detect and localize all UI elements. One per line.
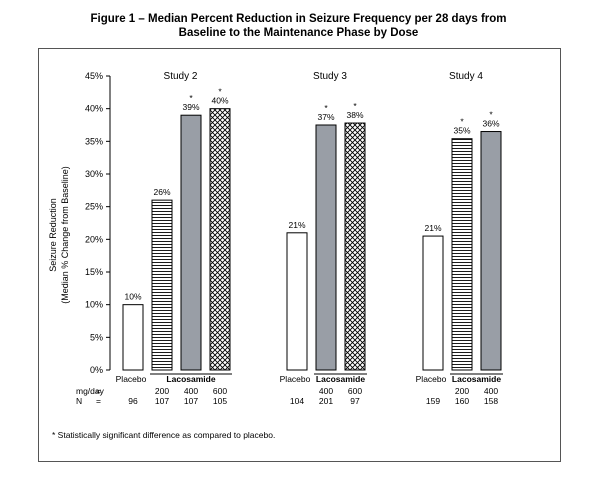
- figure-title-line2: Baseline to the Maintenance Phase by Dos…: [178, 27, 419, 39]
- significance-star: *: [353, 101, 357, 111]
- y-tick-label: 10%: [85, 300, 103, 310]
- n-value: 105: [213, 396, 227, 406]
- lacosamide-label: Lacosamide: [166, 374, 215, 384]
- bar-value-label: 21%: [424, 223, 441, 233]
- dose-value: 400: [319, 386, 333, 396]
- placebo-label: Placebo: [116, 374, 147, 384]
- dose-value: 600: [348, 386, 362, 396]
- bar-value-label: 39%: [182, 102, 199, 112]
- lacosamide-label: Lacosamide: [316, 374, 365, 384]
- n-row-label: N: [76, 396, 82, 406]
- y-tick-label: 20%: [85, 234, 103, 244]
- bar-value-label: 26%: [153, 187, 170, 197]
- figure-title: Figure 1 – Median Percent Reduction in S…: [0, 12, 597, 40]
- y-axis-label-line1: Seizure Reduction: [48, 198, 58, 272]
- bar-value-label: 38%: [346, 110, 363, 120]
- bar-placebo: [286, 232, 308, 371]
- n-row-equals: =: [96, 396, 101, 406]
- footnote: * Statistically significant difference a…: [52, 430, 275, 440]
- dose-value: 200: [155, 386, 169, 396]
- bar-placebo: [122, 304, 144, 371]
- study-label: Study 4: [449, 71, 483, 82]
- study-label: Study 3: [313, 71, 347, 82]
- y-tick-label: 45%: [85, 71, 103, 81]
- bar-lacosamide-400: [180, 114, 202, 371]
- n-value: 97: [350, 396, 360, 406]
- bar-value-label: 21%: [288, 220, 305, 230]
- significance-star: *: [189, 93, 193, 103]
- n-value: 96: [128, 396, 138, 406]
- bar-value-label: 36%: [482, 119, 499, 129]
- figure-title-line1: Figure 1 – Median Percent Reduction in S…: [90, 13, 507, 25]
- dose-value: 400: [184, 386, 198, 396]
- significance-star: *: [460, 117, 464, 127]
- dose-row-equals: =: [96, 386, 101, 396]
- bar-lacosamide-200: [451, 138, 473, 371]
- bar-value-label: 37%: [317, 112, 334, 122]
- bar-value-label: 40%: [211, 96, 228, 106]
- bar-placebo: [422, 235, 444, 371]
- y-tick-label: 15%: [85, 267, 103, 277]
- bar-value-label: 35%: [453, 126, 470, 136]
- dose-value: 600: [213, 386, 227, 396]
- placebo-label: Placebo: [416, 374, 447, 384]
- placebo-label: Placebo: [280, 374, 311, 384]
- n-value: 158: [484, 396, 498, 406]
- y-tick-label: 25%: [85, 202, 103, 212]
- n-value: 107: [184, 396, 198, 406]
- n-value: 201: [319, 396, 333, 406]
- significance-star: *: [218, 87, 222, 97]
- bar-lacosamide-600: [209, 108, 231, 371]
- dose-row-label: mg/day: [76, 386, 105, 396]
- y-axis-label-line2: (Median % Change from Baseline): [60, 166, 70, 304]
- bar-lacosamide-400: [480, 131, 502, 371]
- y-tick-label: 0%: [90, 365, 103, 375]
- n-value: 159: [426, 396, 440, 406]
- significance-star: *: [324, 103, 328, 113]
- bar-lacosamide-400: [315, 124, 337, 371]
- significance-star: *: [489, 110, 493, 120]
- study-label: Study 2: [164, 71, 198, 82]
- n-value: 107: [155, 396, 169, 406]
- bar-value-label: 10%: [124, 292, 141, 302]
- y-tick-label: 30%: [85, 169, 103, 179]
- dose-value: 400: [484, 386, 498, 396]
- bar-lacosamide-200: [151, 199, 173, 371]
- n-value: 104: [290, 396, 304, 406]
- bar-lacosamide-600: [344, 122, 366, 371]
- lacosamide-label: Lacosamide: [452, 374, 501, 384]
- y-tick-label: 40%: [85, 104, 103, 114]
- y-tick-label: 35%: [85, 136, 103, 146]
- chart-frame: [38, 48, 561, 462]
- n-value: 160: [455, 396, 469, 406]
- y-tick-label: 5%: [90, 332, 103, 342]
- dose-value: 200: [455, 386, 469, 396]
